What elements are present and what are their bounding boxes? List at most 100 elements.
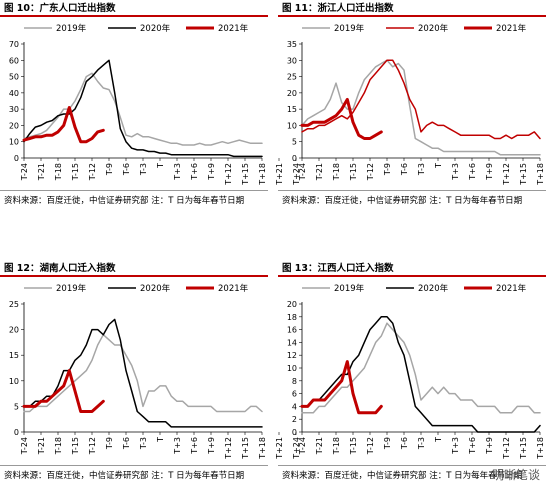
legend-label: 2021年 (496, 23, 527, 34)
x-tick-label: T-21 (315, 163, 324, 181)
chart-source-note: 资料来源：百度迁徙，中信证券研究部 注：T 日为每年春节日期 (4, 471, 245, 481)
legend-label: 2021年 (496, 283, 527, 294)
x-tick-label: T-6 (400, 437, 409, 450)
x-tick-label: T+21 (275, 163, 284, 186)
y-tick-label: 0 (292, 154, 297, 163)
x-tick-label: T-15 (349, 437, 358, 455)
x-tick-label: T-24 (298, 437, 307, 455)
legend-label: 2019年 (334, 23, 365, 34)
x-tick-label: T (434, 437, 443, 443)
y-tick-label: 8 (292, 377, 297, 386)
x-tick-label: T-21 (37, 437, 46, 455)
x-tick-label: T (156, 437, 165, 443)
x-tick-label: T+6 (190, 437, 199, 455)
x-tick-label: T-9 (105, 163, 114, 176)
x-tick-label: T-18 (332, 437, 341, 455)
chart-title: 图 11：浙江人口迁出指数 (282, 3, 394, 14)
footer-rule (0, 190, 268, 191)
series-line (300, 360, 383, 415)
y-tick-label: 0 (292, 428, 297, 437)
x-tick-label: T (434, 163, 443, 169)
legend-label: 2019年 (56, 23, 87, 34)
series-line (301, 59, 541, 156)
y-tick-label: 12 (287, 351, 297, 360)
x-tick-label: T+15 (241, 437, 250, 460)
legend-label: 2020年 (418, 23, 449, 34)
y-tick-label: 5 (14, 402, 19, 411)
x-tick-label: T-9 (383, 163, 392, 176)
chart-source-note: 资料来源：百度迁徙，中信证券研究部 注：T 日为每年春节日期 (4, 196, 245, 206)
x-tick-label: T+15 (519, 163, 528, 186)
x-tick-label: T-3 (139, 437, 148, 450)
y-tick-label: 20 (9, 326, 19, 335)
x-tick-label: T+18 (536, 437, 545, 460)
legend-label: 2019年 (56, 283, 87, 294)
y-tick-label: 20 (287, 89, 297, 98)
x-tick-label: T-18 (332, 163, 341, 181)
chart-panel-hunan: 图 12：湖南人口迁入指数 2019年 2020年 2021年 0 5 10 15 20 25 T… (0, 260, 301, 489)
x-tick-label: T+6 (468, 437, 477, 455)
legend-label: 2020年 (140, 23, 171, 34)
legend-label: 2020年 (418, 283, 449, 294)
y-tick-label: 20 (287, 300, 297, 309)
x-tick-label: T+9 (485, 163, 494, 181)
x-tick-label: T-3 (417, 163, 426, 176)
y-tick-label: 5 (292, 138, 297, 147)
chart-title: 图 12：湖南人口迁入指数 (4, 263, 116, 274)
footer-rule (0, 465, 268, 466)
legend-label: 2020年 (140, 283, 171, 294)
chart-title: 图 13：江西人口迁入指数 (282, 263, 394, 274)
footer-rule (278, 190, 546, 191)
line-chart: 2019年 2020年 2021年 0 5 10 15 20 25 30 35 T-24 T-21 T-1… (287, 23, 545, 186)
series-line (23, 318, 263, 428)
legend-label: 2021年 (218, 23, 249, 34)
chart-title: 图 10：广东人口迁出指数 (4, 3, 116, 14)
x-tick-label: T+18 (258, 437, 267, 460)
x-tick-label: T+12 (502, 437, 511, 460)
series-line (301, 59, 541, 140)
title-rule (0, 275, 268, 277)
y-tick-label: 18 (287, 313, 297, 322)
x-tick-label: T-15 (71, 437, 80, 455)
series-line (23, 59, 263, 158)
y-tick-label: 6 (292, 390, 297, 399)
x-tick-label: T-9 (105, 437, 114, 450)
series-line (22, 369, 105, 413)
x-tick-label: T-24 (298, 163, 307, 181)
x-tick-label: T+3 (451, 163, 460, 181)
title-rule (278, 275, 546, 277)
x-tick-label: T-15 (71, 163, 80, 181)
y-tick-label: 10 (287, 364, 297, 373)
x-tick-label: T+12 (224, 163, 233, 186)
chart-panel-zhejiang: 图 11：浙江人口迁出指数 2019年 2020年 2021年 0 5 10 15 20 25 3… (278, 0, 550, 215)
series-line (301, 316, 541, 433)
x-tick-label: T+15 (519, 437, 528, 460)
x-tick-label: T-21 (37, 163, 46, 181)
y-tick-label: 10 (9, 377, 19, 386)
y-tick-label: 20 (9, 121, 19, 130)
y-tick-label: 60 (9, 56, 19, 65)
x-tick-label: T+18 (258, 163, 267, 186)
x-tick-label: T-18 (54, 437, 63, 455)
title-rule (0, 15, 268, 17)
x-tick-label: T+9 (207, 437, 216, 455)
x-tick-label: T-24 (20, 163, 29, 181)
x-tick-label: T-9 (383, 437, 392, 450)
series-line (300, 97, 383, 140)
x-tick-label: T (156, 163, 165, 169)
x-tick-label: T+6 (468, 163, 477, 181)
footer-rule (278, 465, 546, 466)
x-tick-label: T+12 (224, 437, 233, 460)
y-tick-label: 0 (14, 154, 19, 163)
x-tick-label: T-12 (88, 163, 97, 181)
x-tick-label: T+15 (241, 163, 250, 186)
chart-panel-guangdong: 图 10：广东人口迁出指数 2019年 2020年 2021年 0 10 20 30 40 50… (0, 0, 301, 215)
y-tick-label: 30 (287, 56, 297, 65)
y-tick-label: 15 (287, 105, 297, 114)
y-tick-label: 10 (287, 121, 297, 130)
x-tick-label: T-12 (88, 437, 97, 455)
x-tick-label: T-21 (315, 437, 324, 455)
x-tick-label: T+6 (190, 163, 199, 181)
